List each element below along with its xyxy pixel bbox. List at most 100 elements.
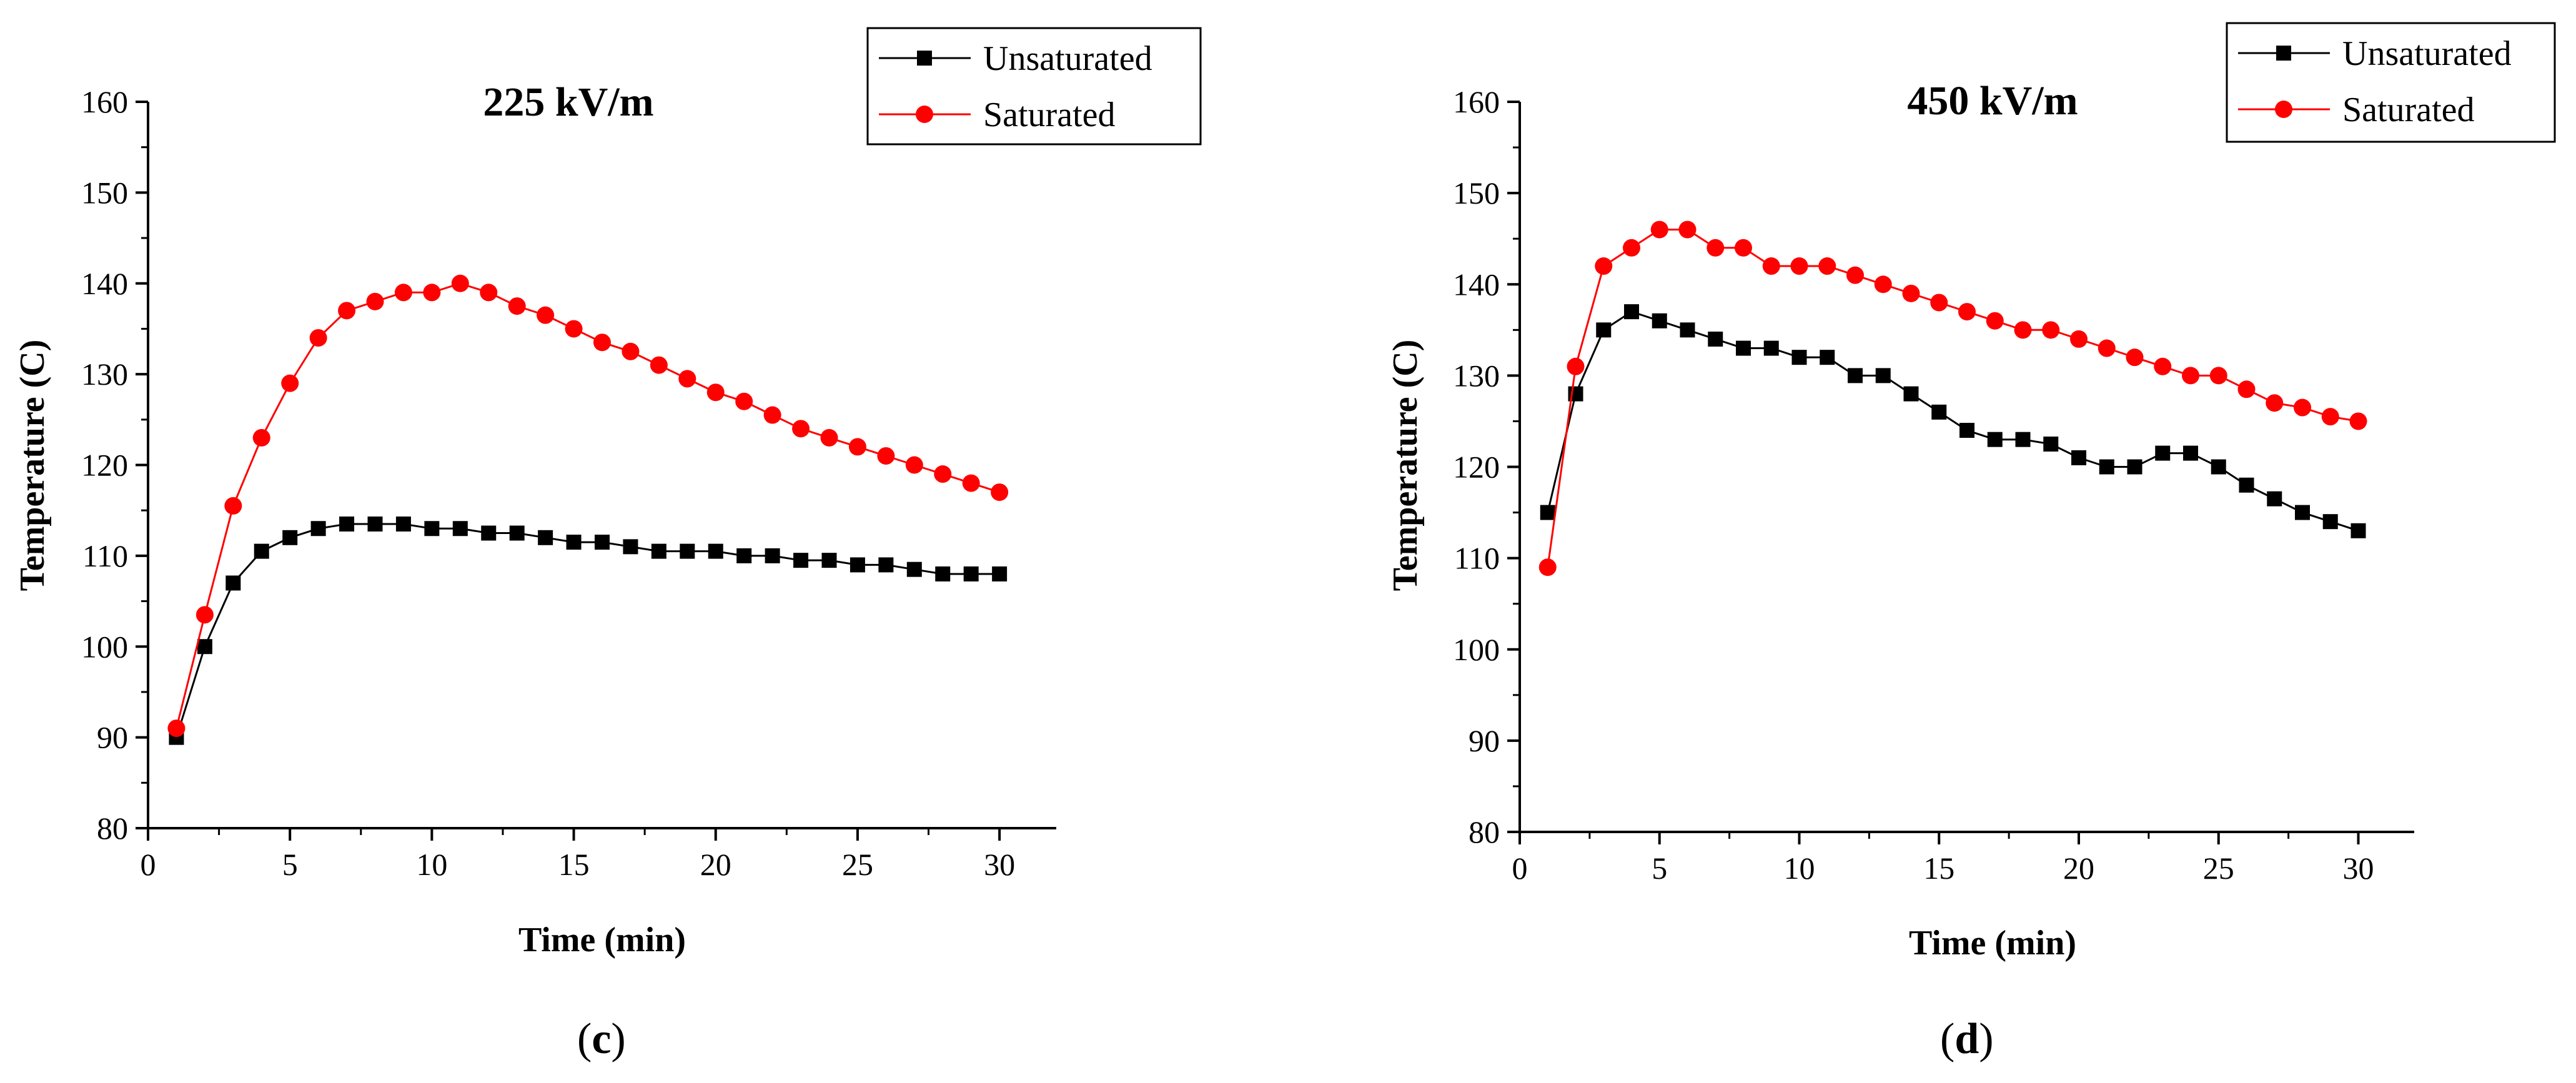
data-point (2182, 367, 2199, 385)
data-point (2015, 432, 2031, 447)
data-point (2266, 394, 2284, 412)
series-saturated (1538, 220, 2367, 576)
data-point (992, 566, 1008, 581)
x-tick-label: 10 (1784, 851, 1815, 886)
data-point (2043, 436, 2059, 452)
y-tick-label: 130 (81, 357, 128, 392)
data-point (1790, 257, 1808, 275)
y-tick-label: 100 (81, 629, 128, 664)
data-point (2014, 321, 2032, 339)
panel-label: (d) (1940, 1015, 1994, 1063)
y-tick-label: 160 (81, 84, 128, 119)
data-point (934, 465, 952, 483)
data-point (282, 530, 298, 545)
legend-label: Unsaturated (2342, 34, 2512, 73)
data-point (1791, 350, 1807, 365)
y-tick-label: 130 (1453, 358, 1500, 393)
data-point (309, 329, 327, 347)
x-tick-label: 0 (1512, 851, 1528, 886)
data-point (2099, 459, 2114, 475)
y-tick-label: 100 (1453, 632, 1500, 667)
data-point (395, 516, 411, 532)
data-point (1540, 505, 1555, 520)
data-point (1762, 257, 1780, 275)
panel-label: (c) (577, 1015, 626, 1063)
panel-label-close: ) (1979, 1015, 1993, 1063)
y-tick-label: 80 (1469, 814, 1500, 849)
y-axis-label: Temperature (C) (13, 340, 52, 591)
y-tick-label: 150 (1453, 176, 1500, 210)
data-point (1903, 386, 1919, 402)
data-point (1596, 322, 1612, 338)
data-point (367, 516, 383, 532)
data-point (2239, 477, 2254, 493)
legend: Unsaturated Saturated (866, 27, 1202, 146)
data-point (935, 566, 951, 581)
data-point (878, 557, 894, 573)
data-point (224, 497, 242, 515)
data-point (1930, 294, 1948, 312)
data-point (991, 483, 1009, 502)
y-tick-label: 120 (81, 448, 128, 483)
data-point (481, 525, 497, 541)
data-point (196, 606, 214, 624)
data-point (848, 438, 866, 456)
data-point (1678, 220, 1697, 239)
y-tick-label: 160 (1453, 84, 1500, 119)
data-point (678, 370, 696, 388)
data-point (2042, 321, 2060, 339)
data-point (451, 274, 469, 292)
data-point (2183, 445, 2198, 461)
panel-label-open: ( (577, 1015, 592, 1063)
data-point (2070, 330, 2088, 348)
data-point (1567, 357, 1585, 375)
data-point (1931, 404, 1947, 420)
data-point (792, 420, 810, 438)
x-tick-label: 15 (1923, 851, 1954, 886)
series-line (1547, 310, 2359, 532)
chart-title: 450 kV/m (1907, 78, 2078, 124)
chart-panel-d: 0 5 10 15 20 25 30 80 90 100 110 120 130 140 150 160 450… (1386, 22, 2556, 1063)
data-point (1958, 303, 1976, 321)
data-point (821, 553, 837, 568)
data-point (963, 566, 979, 581)
data-point (2211, 459, 2226, 475)
series-unsaturated (1540, 304, 2366, 538)
data-point (2071, 450, 2086, 465)
chart-title: 225 kV/m (483, 79, 653, 125)
data-point (508, 297, 526, 315)
data-point (2322, 514, 2338, 530)
data-point (2155, 445, 2171, 461)
data-point (424, 521, 440, 537)
data-point (310, 521, 326, 537)
data-point (2349, 412, 2367, 430)
x-tick-label: 30 (2343, 851, 2374, 886)
data-point (651, 543, 666, 559)
y-tick-label: 110 (82, 538, 128, 573)
data-point (1848, 368, 1863, 383)
data-point (2098, 339, 2116, 357)
data-point (2237, 380, 2256, 398)
data-point (650, 356, 668, 374)
data-point (1820, 350, 1835, 365)
y-tick-label: 110 (1454, 541, 1500, 576)
data-point (1875, 368, 1891, 383)
data-point (2321, 408, 2339, 426)
x-tick-label: 25 (842, 847, 873, 882)
x-tick-label: 25 (2203, 851, 2234, 886)
data-point (820, 428, 838, 447)
data-point (2294, 398, 2311, 417)
data-point (2127, 459, 2143, 475)
data-point (167, 720, 186, 738)
y-tick-label: 120 (1453, 450, 1500, 485)
data-point (2126, 349, 2144, 367)
data-point (1623, 239, 1640, 257)
x-tick-label: 5 (1652, 851, 1667, 886)
x-tick-label: 10 (416, 847, 447, 882)
data-point (1680, 322, 1695, 338)
data-point (452, 521, 468, 537)
x-tick-label: 30 (984, 847, 1015, 882)
data-point (708, 543, 723, 559)
y-tick-label: 90 (97, 720, 128, 755)
data-point (1959, 423, 1974, 438)
